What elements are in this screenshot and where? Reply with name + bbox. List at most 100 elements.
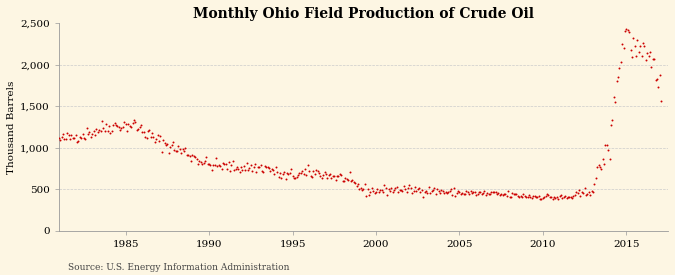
- Point: [327, 173, 338, 178]
- Point: [443, 189, 454, 194]
- Point: [317, 176, 327, 180]
- Point: [183, 153, 194, 157]
- Point: [124, 124, 135, 128]
- Point: [92, 130, 103, 134]
- Point: [242, 167, 253, 172]
- Point: [416, 188, 427, 192]
- Point: [558, 195, 569, 199]
- Point: [111, 123, 122, 127]
- Point: [624, 29, 634, 34]
- Point: [528, 194, 539, 198]
- Point: [209, 163, 220, 167]
- Point: [309, 171, 320, 176]
- Point: [536, 197, 547, 201]
- Point: [333, 173, 344, 178]
- Point: [468, 189, 479, 194]
- Point: [549, 195, 560, 199]
- Point: [261, 165, 271, 169]
- Point: [186, 158, 196, 163]
- Point: [130, 120, 141, 124]
- Point: [372, 186, 383, 191]
- Point: [379, 183, 389, 187]
- Point: [300, 167, 310, 171]
- Point: [61, 137, 72, 141]
- Point: [432, 186, 443, 191]
- Point: [456, 192, 466, 196]
- Point: [389, 188, 400, 192]
- Point: [134, 125, 145, 129]
- Point: [601, 143, 612, 147]
- Point: [461, 189, 472, 194]
- Point: [524, 193, 535, 197]
- Point: [294, 171, 305, 175]
- Point: [308, 169, 319, 174]
- Point: [306, 175, 317, 179]
- Point: [380, 186, 391, 191]
- Point: [277, 172, 288, 176]
- Point: [158, 138, 169, 142]
- Point: [323, 172, 334, 177]
- Point: [240, 168, 250, 172]
- Point: [132, 128, 142, 132]
- Point: [404, 183, 414, 188]
- Point: [398, 183, 409, 188]
- Point: [94, 128, 105, 133]
- Point: [252, 165, 263, 169]
- Point: [76, 136, 86, 141]
- Point: [557, 196, 568, 200]
- Point: [506, 195, 516, 199]
- Point: [371, 190, 381, 194]
- Point: [358, 187, 369, 191]
- Point: [650, 78, 661, 82]
- Point: [654, 73, 665, 77]
- Point: [334, 172, 345, 177]
- Point: [485, 192, 495, 196]
- Point: [553, 196, 564, 201]
- Point: [346, 179, 356, 183]
- Point: [145, 134, 156, 139]
- Point: [266, 167, 277, 172]
- Point: [201, 155, 212, 159]
- Point: [376, 188, 387, 192]
- Point: [322, 176, 333, 181]
- Point: [508, 192, 519, 196]
- Point: [537, 196, 548, 200]
- Point: [56, 135, 67, 139]
- Text: Source: U.S. Energy Information Administration: Source: U.S. Energy Information Administ…: [68, 263, 289, 272]
- Point: [402, 185, 413, 190]
- Point: [576, 190, 587, 194]
- Point: [226, 163, 237, 167]
- Point: [198, 161, 209, 165]
- Point: [73, 139, 84, 143]
- Point: [571, 190, 582, 194]
- Point: [653, 85, 664, 89]
- Point: [140, 135, 151, 139]
- Point: [526, 195, 537, 200]
- Point: [626, 55, 637, 60]
- Point: [105, 131, 115, 135]
- Point: [647, 57, 658, 61]
- Point: [500, 191, 511, 196]
- Point: [446, 187, 456, 191]
- Point: [635, 44, 646, 48]
- Point: [587, 190, 598, 195]
- Point: [126, 125, 136, 129]
- Point: [540, 194, 551, 199]
- Point: [423, 185, 434, 189]
- Point: [237, 168, 248, 172]
- Point: [450, 194, 460, 199]
- Point: [284, 170, 295, 175]
- Point: [293, 173, 304, 177]
- Point: [178, 147, 188, 152]
- Point: [504, 195, 515, 199]
- Point: [78, 136, 89, 140]
- Point: [522, 194, 533, 199]
- Point: [319, 169, 330, 174]
- Point: [565, 194, 576, 199]
- Point: [604, 157, 615, 161]
- Point: [202, 162, 213, 166]
- Point: [503, 189, 514, 193]
- Point: [330, 178, 341, 182]
- Point: [77, 131, 88, 136]
- Point: [454, 190, 465, 194]
